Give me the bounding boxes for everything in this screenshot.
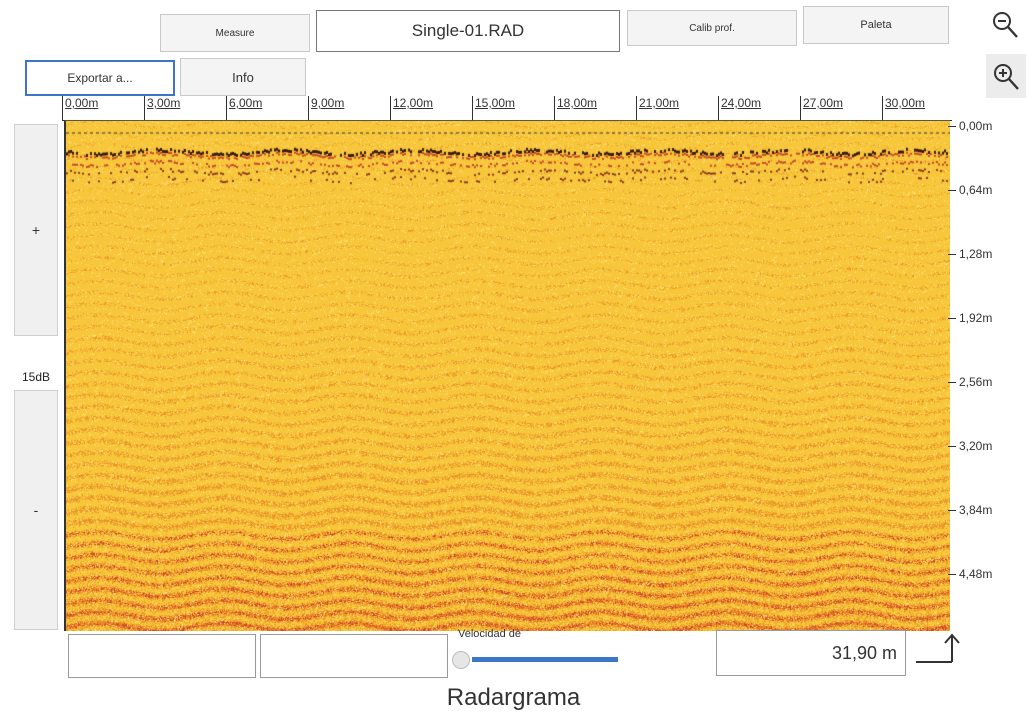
gain-plus-button[interactable]: + xyxy=(14,124,58,336)
corner-up-arrow-icon[interactable] xyxy=(914,632,966,668)
paleta-button[interactable]: Paleta xyxy=(803,6,949,44)
zoom-out-icon[interactable] xyxy=(990,8,1020,42)
filename-field[interactable]: Single-01.RAD xyxy=(316,10,620,52)
calib-prof-button[interactable]: Calib prof. xyxy=(627,10,797,46)
caption: Radargrama xyxy=(446,684,581,711)
radargram-image[interactable] xyxy=(64,120,950,631)
measure-button[interactable]: Measure xyxy=(160,14,310,52)
distance-value: 31,90 m xyxy=(716,630,906,676)
depth-tick: 1,92m xyxy=(948,311,992,325)
distance-tick: 6,00m xyxy=(226,96,262,120)
distance-tick: 24,00m xyxy=(718,96,761,120)
depth-ruler: 0,00m 0,64m 1,28m 1,92m 2,56m 3,20m 3,84m 4,48m xyxy=(948,119,1027,630)
velocity-slider[interactable] xyxy=(452,648,622,672)
gain-value: 15dB xyxy=(21,370,51,384)
gain-minus-button[interactable]: - xyxy=(14,390,58,630)
depth-tick: 3,20m xyxy=(948,439,992,453)
depth-tick: 1,28m xyxy=(948,247,992,261)
info-button[interactable]: Info xyxy=(180,58,306,96)
distance-tick: 12,00m xyxy=(390,96,433,120)
depth-tick: 0,64m xyxy=(948,183,992,197)
distance-tick: 15,00m xyxy=(472,96,515,120)
depth-tick: 2,56m xyxy=(948,375,992,389)
distance-tick: 27,00m xyxy=(800,96,843,120)
velocity-slider-track[interactable] xyxy=(472,657,618,662)
zoom-in-icon[interactable] xyxy=(986,54,1026,98)
distance-tick: 9,00m xyxy=(308,96,344,120)
distance-tick: 30,00m xyxy=(882,96,925,120)
depth-tick: 0,00m xyxy=(948,119,992,133)
distance-ruler: 0,00m 3,00m 6,00m 9,00m 12,00m 15,00m 18,00m 21… xyxy=(62,96,952,121)
bottom-field-2[interactable] xyxy=(260,634,448,678)
velocity-label: Velocidad de xyxy=(458,628,521,640)
depth-tick: 3,84m xyxy=(948,503,992,517)
velocity-slider-handle[interactable] xyxy=(452,651,470,669)
bottom-field-1[interactable] xyxy=(68,634,256,678)
depth-tick: 4,48m xyxy=(948,567,992,581)
export-button[interactable]: Exportar a... xyxy=(25,60,175,96)
distance-tick: 18,00m xyxy=(554,96,597,120)
distance-tick: 0,00m xyxy=(62,96,98,120)
distance-tick: 3,00m xyxy=(144,96,180,120)
distance-tick: 21,00m xyxy=(636,96,679,120)
